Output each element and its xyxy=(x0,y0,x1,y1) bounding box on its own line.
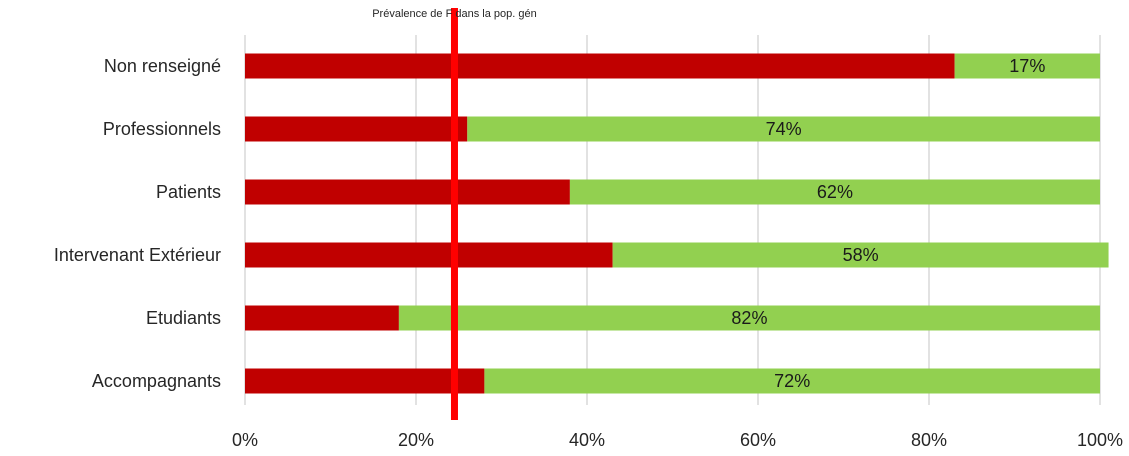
category-label: Non renseigné xyxy=(104,56,221,76)
bars: 17% 74% 62% 58% 82% 72% xyxy=(245,53,1109,394)
category-label: Patients xyxy=(156,182,221,202)
category-labels: Non renseigné Professionnels Patients Inter… xyxy=(54,56,221,391)
data-label: 58% xyxy=(843,245,879,265)
bar-segment-green xyxy=(484,368,1100,394)
category-label: Intervenant Extérieur xyxy=(54,245,221,265)
x-tick-label: 20% xyxy=(398,430,434,450)
bar-segment-red xyxy=(245,53,955,79)
data-label: 72% xyxy=(774,371,810,391)
data-label: 82% xyxy=(731,308,767,328)
bar-segment-red xyxy=(245,368,485,394)
bar-segment-red xyxy=(245,305,399,331)
bar-segment-red xyxy=(245,179,570,205)
x-tick-label: 100% xyxy=(1077,430,1123,450)
bar-segment-green xyxy=(569,179,1100,205)
data-label: 62% xyxy=(817,182,853,202)
bar-segment-red xyxy=(245,242,613,268)
x-tick-label: 60% xyxy=(740,430,776,450)
bar-segment-green xyxy=(954,53,1100,79)
reference-line-label: Prévalence de F dans la pop. gén xyxy=(372,8,537,20)
grid-lines xyxy=(244,35,1101,405)
data-label: 17% xyxy=(1009,56,1045,76)
bar-segment-green xyxy=(467,116,1100,142)
x-axis-tick-labels: 0% 20% 40% 60% 80% 100% xyxy=(232,430,1123,450)
bar-segment-green xyxy=(612,242,1109,268)
category-label: Etudiants xyxy=(146,308,221,328)
bar-segment-green xyxy=(398,305,1100,331)
reference-line-group: Prévalence de F dans la pop. gén xyxy=(372,8,537,420)
category-label: Professionnels xyxy=(103,119,221,139)
x-tick-label: 0% xyxy=(232,430,258,450)
x-tick-label: 80% xyxy=(911,430,947,450)
data-label: 74% xyxy=(766,119,802,139)
bar-segment-red xyxy=(245,116,468,142)
category-label: Accompagnants xyxy=(92,371,221,391)
x-tick-label: 40% xyxy=(569,430,605,450)
